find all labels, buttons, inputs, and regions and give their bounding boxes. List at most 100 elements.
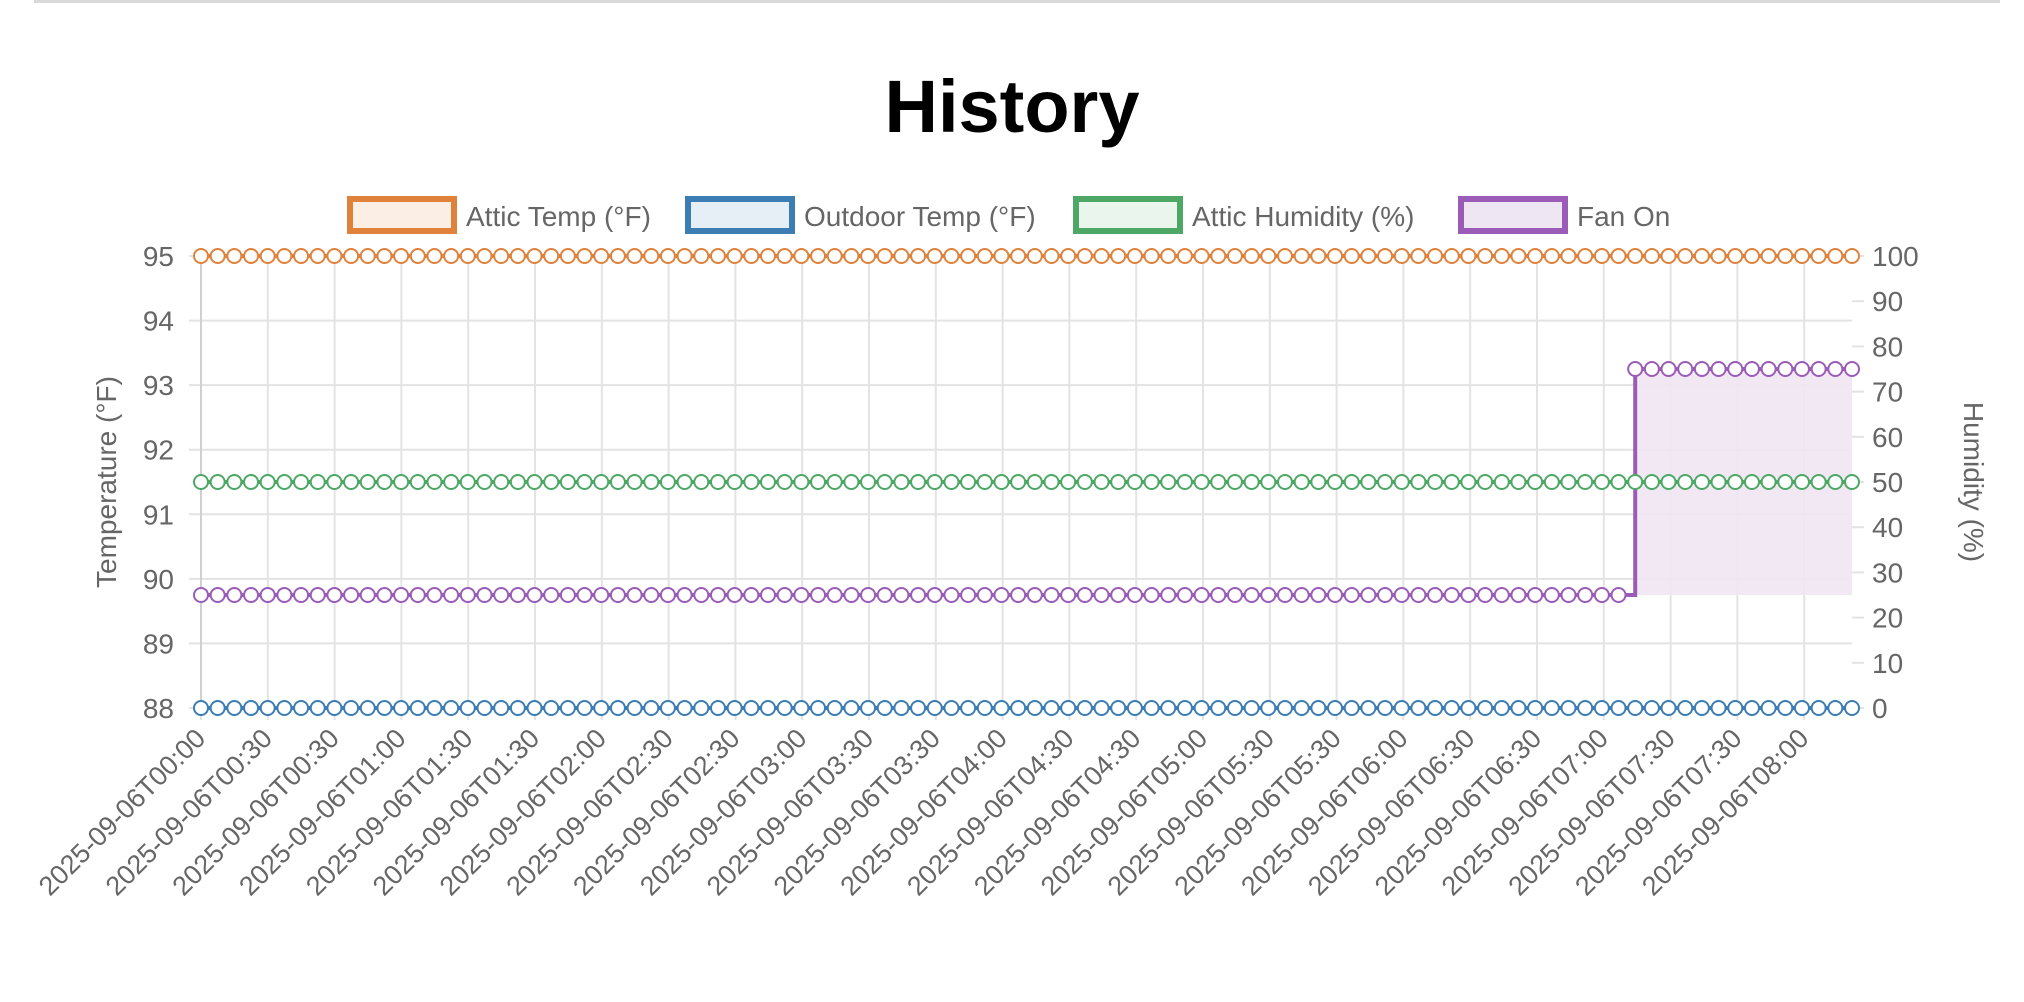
legend-label[interactable]: Attic Temp (°F) — [466, 201, 651, 232]
data-point — [876, 587, 893, 603]
data-point — [1560, 248, 1577, 264]
data-point — [1010, 248, 1027, 264]
data-point — [1593, 700, 1610, 716]
data-point — [910, 474, 927, 490]
legend-swatch[interactable] — [1073, 196, 1183, 234]
chart-legend: Attic Temp (°F) Outdoor Temp (°F) Attic Hu… — [347, 196, 1670, 234]
data-point — [1793, 700, 1810, 716]
data-point — [1827, 700, 1844, 716]
data-point — [1443, 700, 1460, 716]
y-left-tick-label: 91 — [143, 499, 174, 530]
data-point — [1193, 474, 1210, 490]
data-point — [826, 587, 843, 603]
data-point — [1460, 700, 1477, 716]
data-point — [1643, 361, 1660, 377]
legend-swatch[interactable] — [685, 196, 795, 234]
data-point — [843, 474, 860, 490]
data-point — [393, 474, 410, 490]
y-right-tick-label: 40 — [1872, 512, 1903, 543]
data-point — [760, 587, 777, 603]
chart-axes: 8889909192939495010203040506070809010020… — [33, 241, 1919, 901]
data-point — [1210, 587, 1227, 603]
data-point — [860, 248, 877, 264]
data-point — [1610, 587, 1627, 603]
data-point — [1660, 248, 1677, 264]
legend-label[interactable]: Outdoor Temp (°F) — [804, 201, 1036, 232]
data-point — [1010, 700, 1027, 716]
data-point — [609, 248, 626, 264]
data-point — [1176, 587, 1193, 603]
chart-grid — [189, 255, 1864, 720]
data-point — [1043, 587, 1060, 603]
data-point — [1026, 248, 1043, 264]
data-point — [1293, 587, 1310, 603]
data-point — [826, 474, 843, 490]
data-point — [1777, 361, 1794, 377]
data-point — [1327, 587, 1344, 603]
data-point — [1010, 474, 1027, 490]
data-point — [1460, 587, 1477, 603]
data-point — [1160, 587, 1177, 603]
data-point — [676, 587, 693, 603]
data-point — [1410, 587, 1427, 603]
data-point — [893, 248, 910, 264]
data-point — [559, 474, 576, 490]
data-point — [1844, 248, 1860, 264]
data-point — [1527, 700, 1544, 716]
data-point — [509, 587, 526, 603]
data-point — [1427, 474, 1444, 490]
data-point — [1493, 587, 1510, 603]
data-point — [1643, 474, 1660, 490]
data-point — [760, 474, 777, 490]
data-point — [743, 700, 760, 716]
data-point — [1427, 587, 1444, 603]
data-point — [426, 700, 443, 716]
data-point — [776, 248, 793, 264]
data-point — [793, 700, 810, 716]
data-point — [1727, 361, 1744, 377]
legend-label[interactable]: Attic Humidity (%) — [1192, 201, 1414, 232]
data-point — [1293, 248, 1310, 264]
data-point — [326, 248, 343, 264]
data-point — [1627, 474, 1644, 490]
data-point — [576, 700, 593, 716]
data-point — [1160, 700, 1177, 716]
data-point — [1693, 700, 1710, 716]
legend-label[interactable]: Fan On — [1577, 201, 1670, 232]
data-point — [743, 587, 760, 603]
data-point — [893, 700, 910, 716]
y-right-tick-label: 100 — [1872, 241, 1919, 272]
data-point — [743, 248, 760, 264]
y-right-tick-label: 10 — [1872, 648, 1903, 679]
data-point — [459, 700, 476, 716]
data-point — [209, 700, 226, 716]
legend-swatch[interactable] — [1458, 196, 1568, 234]
data-point — [1643, 700, 1660, 716]
data-point — [476, 474, 493, 490]
data-point — [559, 700, 576, 716]
data-point — [1210, 700, 1227, 716]
legend-swatch[interactable] — [347, 196, 457, 234]
data-point — [326, 474, 343, 490]
data-point — [593, 700, 610, 716]
data-point — [1577, 700, 1594, 716]
data-point — [1060, 587, 1077, 603]
data-point — [976, 248, 993, 264]
data-point — [709, 700, 726, 716]
data-point — [893, 587, 910, 603]
data-point — [409, 700, 426, 716]
data-point — [1660, 700, 1677, 716]
data-point — [693, 474, 710, 490]
data-point — [559, 587, 576, 603]
data-point — [1110, 474, 1127, 490]
data-point — [976, 700, 993, 716]
data-point — [1543, 700, 1560, 716]
data-point — [1677, 248, 1694, 264]
data-point — [676, 474, 693, 490]
data-point — [709, 474, 726, 490]
data-point — [960, 474, 977, 490]
data-point — [626, 474, 643, 490]
data-point — [1143, 700, 1160, 716]
data-point — [226, 587, 243, 603]
data-point — [1743, 361, 1760, 377]
